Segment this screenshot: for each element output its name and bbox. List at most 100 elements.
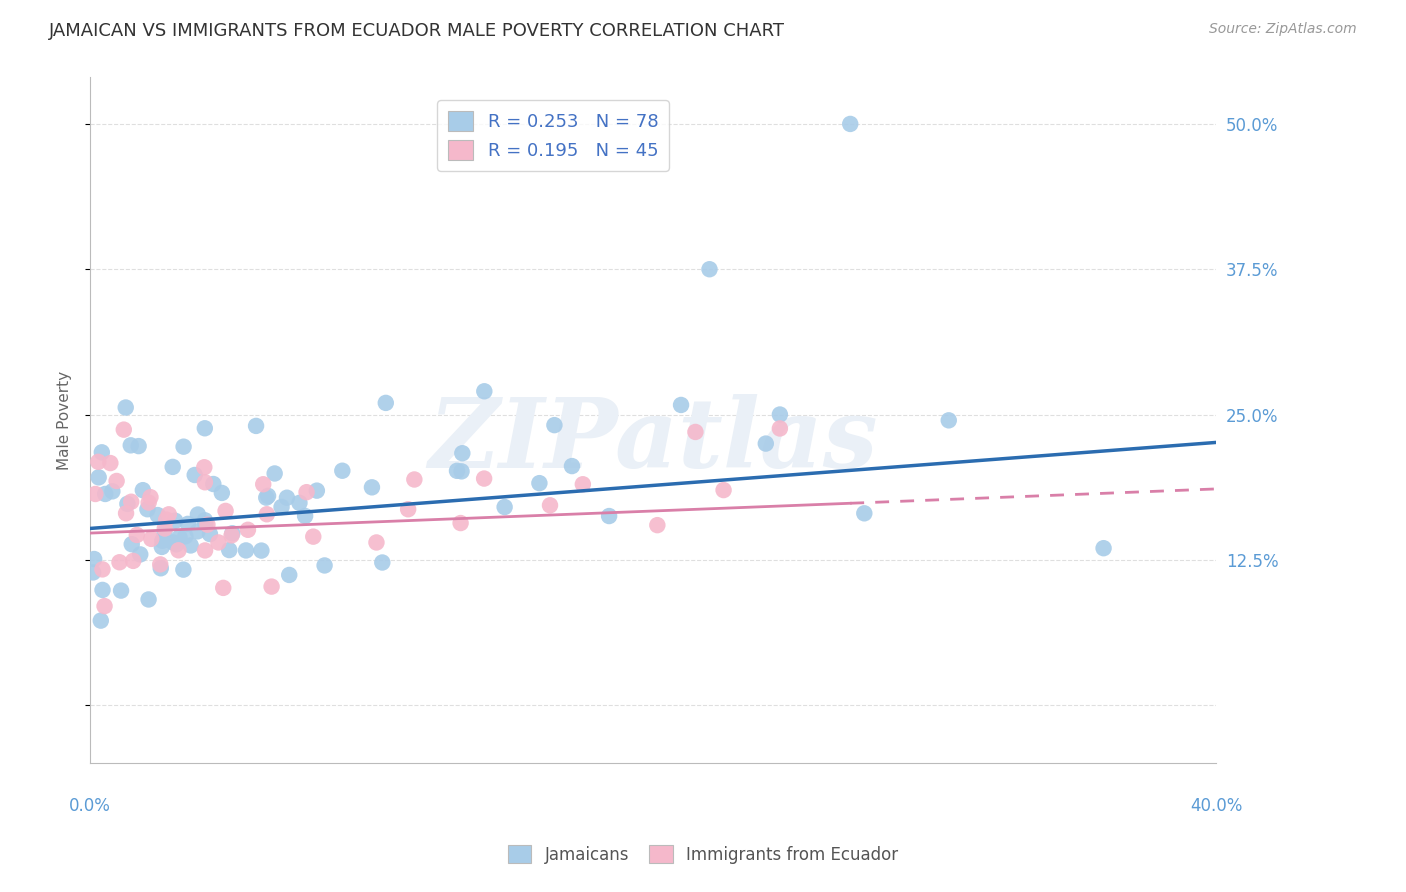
- Point: [155, 513, 177, 527]
- Point: [128, 439, 150, 453]
- Point: [114, 401, 136, 415]
- Point: [769, 421, 792, 435]
- Point: [938, 413, 960, 427]
- Point: [366, 535, 388, 549]
- Point: [450, 516, 472, 530]
- Point: [91, 582, 114, 597]
- Point: [250, 543, 273, 558]
- Point: [150, 540, 173, 554]
- Point: [252, 477, 274, 491]
- Point: [167, 543, 190, 558]
- Point: [194, 543, 217, 558]
- Point: [150, 533, 173, 548]
- Point: [669, 398, 692, 412]
- Point: [105, 474, 128, 488]
- Point: [117, 497, 139, 511]
- Point: [153, 522, 176, 536]
- Point: [450, 464, 472, 478]
- Point: [129, 548, 152, 562]
- Point: [371, 556, 394, 570]
- Point: [245, 418, 267, 433]
- Point: [685, 425, 707, 439]
- Legend: Jamaicans, Immigrants from Ecuador: Jamaicans, Immigrants from Ecuador: [502, 838, 904, 871]
- Point: [162, 459, 184, 474]
- Point: [256, 508, 278, 522]
- Point: [254, 491, 277, 505]
- Point: [183, 468, 205, 483]
- Point: [198, 527, 221, 541]
- Point: [202, 477, 225, 491]
- Point: [302, 530, 325, 544]
- Point: [1092, 541, 1115, 556]
- Point: [472, 384, 495, 399]
- Point: [699, 262, 721, 277]
- Point: [451, 446, 474, 460]
- Point: [194, 475, 217, 490]
- Point: [270, 500, 292, 514]
- Point: [87, 455, 110, 469]
- Point: [174, 529, 197, 543]
- Point: [173, 440, 195, 454]
- Point: [572, 477, 595, 491]
- Point: [218, 543, 240, 558]
- Point: [494, 500, 516, 514]
- Point: [187, 508, 209, 522]
- Text: Source: ZipAtlas.com: Source: ZipAtlas.com: [1209, 22, 1357, 37]
- Point: [87, 470, 110, 484]
- Point: [149, 558, 172, 572]
- Point: [125, 528, 148, 542]
- Point: [538, 498, 561, 512]
- Point: [84, 487, 107, 501]
- Point: [165, 514, 187, 528]
- Point: [404, 473, 426, 487]
- Point: [98, 456, 121, 470]
- Point: [214, 504, 236, 518]
- Point: [295, 485, 318, 500]
- Point: [112, 423, 135, 437]
- Point: [839, 117, 862, 131]
- Point: [211, 486, 233, 500]
- Point: [132, 483, 155, 498]
- Point: [755, 436, 778, 450]
- Point: [305, 483, 328, 498]
- Point: [120, 438, 142, 452]
- Text: 40.0%: 40.0%: [1189, 797, 1243, 814]
- Point: [288, 496, 311, 510]
- Point: [194, 516, 217, 531]
- Point: [115, 506, 138, 520]
- Point: [93, 599, 115, 614]
- Text: JAMAICAN VS IMMIGRANTS FROM ECUADOR MALE POVERTY CORRELATION CHART: JAMAICAN VS IMMIGRANTS FROM ECUADOR MALE…: [49, 22, 785, 40]
- Point: [529, 476, 551, 491]
- Y-axis label: Male Poverty: Male Poverty: [58, 371, 72, 470]
- Point: [90, 445, 112, 459]
- Point: [294, 508, 316, 523]
- Point: [374, 396, 396, 410]
- Point: [94, 487, 117, 501]
- Point: [193, 460, 215, 475]
- Point: [121, 537, 143, 551]
- Point: [260, 580, 283, 594]
- Point: [153, 525, 176, 540]
- Point: [165, 537, 187, 551]
- Point: [330, 464, 353, 478]
- Point: [543, 418, 565, 433]
- Point: [396, 502, 419, 516]
- Point: [769, 408, 792, 422]
- Point: [257, 489, 280, 503]
- Point: [138, 495, 160, 509]
- Point: [83, 552, 105, 566]
- Point: [149, 561, 172, 575]
- Text: ZIPatlas: ZIPatlas: [429, 394, 877, 488]
- Point: [713, 483, 735, 497]
- Point: [361, 480, 384, 494]
- Point: [177, 516, 200, 531]
- Point: [472, 472, 495, 486]
- Point: [235, 543, 257, 558]
- Point: [82, 566, 104, 580]
- Point: [180, 538, 202, 552]
- Point: [120, 494, 142, 508]
- Point: [146, 508, 169, 522]
- Point: [314, 558, 336, 573]
- Text: 0.0%: 0.0%: [69, 797, 111, 814]
- Point: [853, 506, 876, 520]
